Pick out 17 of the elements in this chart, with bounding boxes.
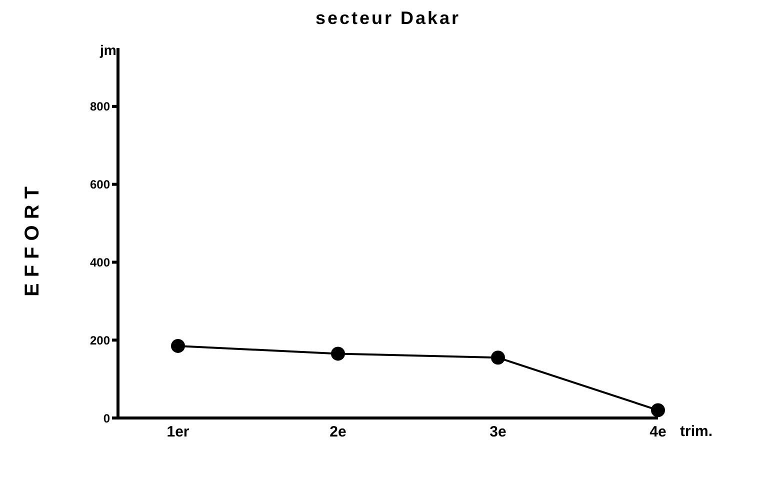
x-axis-title: trim. — [680, 423, 713, 440]
y-tick-label: 600 — [90, 178, 110, 192]
x-tick-label: 4e — [650, 424, 666, 441]
point — [171, 338, 185, 353]
y-tick-label: 800 — [90, 100, 110, 114]
x-tick-label: 1er — [166, 424, 190, 441]
y-tick-label: 0 — [103, 411, 110, 426]
x-tick-label: 3e — [490, 424, 506, 441]
point — [491, 350, 505, 365]
y-tick-label: 400 — [90, 255, 110, 270]
y-axis-title: EFFORT — [22, 180, 44, 296]
y-tick-label: 200 — [90, 333, 110, 348]
chart-title: secteur Dakar — [314, 8, 462, 29]
x-tick-label: 2e — [330, 424, 346, 441]
point — [331, 346, 345, 361]
text: jm — [100, 42, 116, 58]
point — [651, 403, 665, 418]
